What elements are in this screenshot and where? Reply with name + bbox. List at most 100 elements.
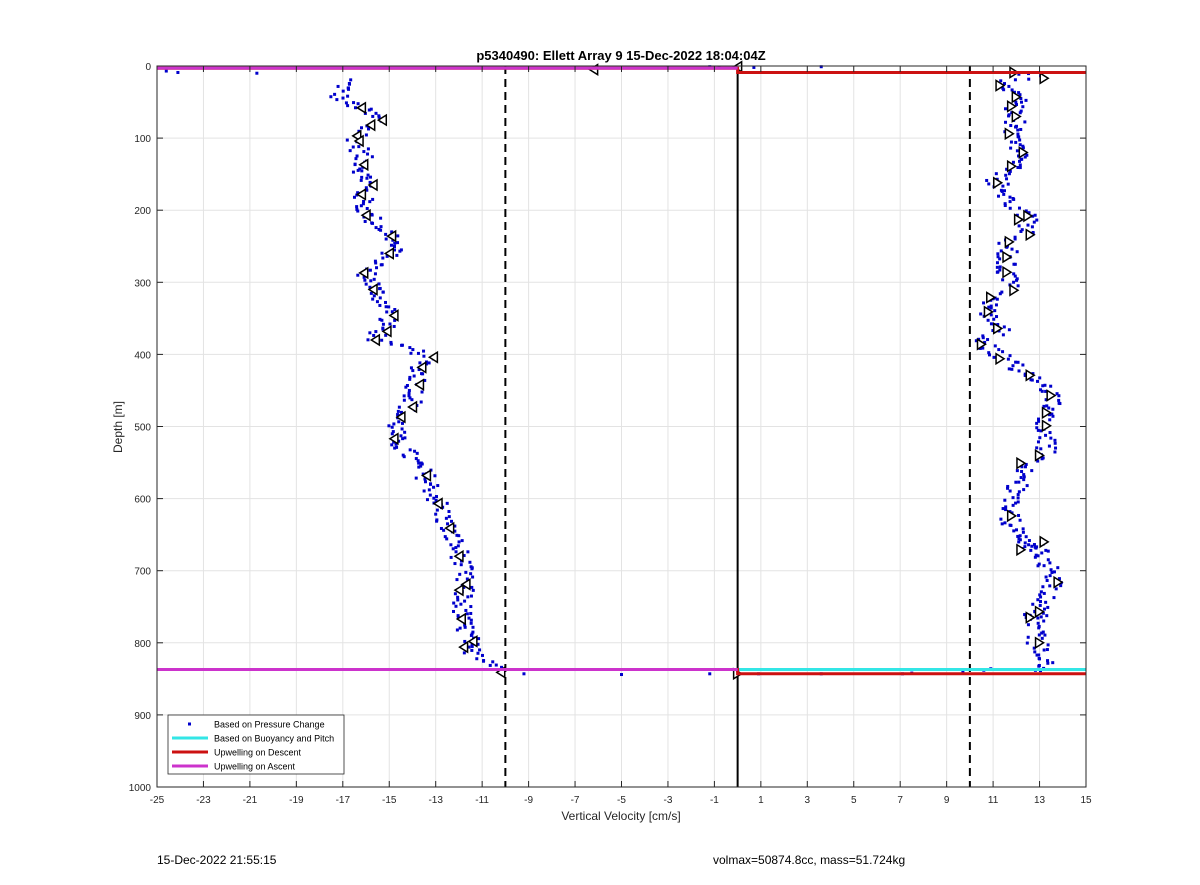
pressure-change-point: [1029, 378, 1033, 382]
pressure-change-point: [998, 292, 1002, 296]
pressure-change-point: [1017, 480, 1021, 484]
x-tick-label: -7: [571, 795, 580, 806]
pressure-change-point: [1032, 220, 1036, 224]
pressure-change-point: [1010, 367, 1014, 371]
ascent-triangle-marker: [1002, 250, 1013, 264]
pressure-change-point: [1046, 659, 1050, 663]
pressure-change-point: [522, 672, 526, 676]
pressure-change-point: [989, 306, 993, 310]
pressure-change-point: [1038, 593, 1042, 597]
pressure-change-point: [1001, 184, 1005, 188]
pressure-change-point: [397, 405, 401, 409]
pressure-change-point: [422, 349, 426, 353]
pressure-change-point: [408, 346, 412, 350]
pressure-change-point: [396, 234, 400, 238]
pressure-change-point: [411, 348, 415, 352]
pressure-change-point: [1047, 444, 1051, 448]
pressure-change-point: [993, 309, 997, 313]
pressure-change-point: [1006, 486, 1010, 490]
pressure-change-point: [1017, 369, 1021, 373]
pressure-change-point: [1048, 574, 1052, 578]
ascent-triangle-marker: [1018, 146, 1029, 159]
pressure-change-point: [414, 476, 418, 480]
pressure-change-point: [1016, 135, 1020, 139]
pressure-change-point: [1001, 278, 1005, 282]
pressure-change-point: [372, 277, 376, 281]
pressure-change-point: [384, 300, 388, 304]
pressure-change-point: [1057, 577, 1061, 581]
pressure-change-point: [482, 659, 486, 663]
pressure-change-point: [380, 318, 384, 322]
ascent-triangle-marker: [1034, 605, 1045, 619]
pressure-change-point: [1004, 505, 1008, 509]
pressure-change-point: [1015, 469, 1019, 473]
ascent-triangle-marker: [1039, 71, 1050, 85]
pressure-change-point: [995, 315, 999, 319]
pressure-change-point: [444, 516, 448, 520]
x-tick-label: 7: [897, 795, 903, 806]
pressure-change-point: [371, 297, 375, 301]
pressure-change-point: [374, 330, 378, 334]
ascent-triangle-marker: [1004, 235, 1015, 249]
pressure-change-point: [387, 424, 391, 428]
pressure-change-point: [989, 304, 993, 308]
x-tick-label: -15: [382, 795, 397, 806]
pressure-change-point: [1021, 146, 1025, 150]
pressure-change-point: [377, 227, 381, 231]
pressure-change-point: [459, 563, 463, 567]
pressure-change-point: [1023, 613, 1027, 617]
volmax-mass-footer: volmax=50874.8cc, mass=51.724kg: [713, 853, 906, 867]
x-tick-label: 15: [1080, 795, 1092, 806]
pressure-change-point: [434, 495, 438, 499]
pressure-change-point: [1016, 360, 1020, 364]
pressure-change-point: [360, 169, 364, 173]
pressure-change-point: [1016, 534, 1020, 538]
pressure-change-point: [1011, 503, 1015, 507]
pressure-change-point: [390, 432, 394, 436]
descent-triangle-marker: [355, 187, 367, 201]
pressure-change-point: [388, 322, 392, 326]
pressure-change-point: [396, 409, 400, 413]
pressure-change-point: [1026, 635, 1030, 639]
pressure-change-point: [1040, 636, 1044, 640]
pressure-change-point: [399, 434, 403, 438]
y-tick-label: 800: [134, 639, 151, 650]
pressure-change-point: [1001, 507, 1005, 511]
pressure-change-point: [421, 372, 425, 376]
pressure-change-point: [369, 279, 373, 283]
pressure-change-point: [1044, 433, 1048, 437]
ascent-triangle-marker: [1025, 228, 1036, 242]
pressure-change-point: [1019, 127, 1023, 131]
pressure-change-point: [1057, 394, 1061, 398]
pressure-change-point: [358, 167, 362, 171]
pressure-change-point: [1039, 615, 1043, 619]
pressure-change-point: [996, 252, 1000, 256]
pressure-change-point: [375, 300, 379, 304]
pressure-change-point: [1037, 633, 1041, 637]
descent-triangle-marker: [414, 378, 425, 392]
pressure-change-point: [462, 554, 466, 558]
x-tick-label: -23: [196, 795, 211, 806]
pressure-change-point: [434, 498, 438, 502]
pressure-change-point: [417, 465, 421, 469]
pressure-change-point: [1008, 195, 1012, 199]
pressure-change-point: [1017, 206, 1021, 210]
pressure-change-point: [1006, 357, 1010, 361]
pressure-change-point: [997, 241, 1001, 245]
pressure-change-point: [1037, 562, 1041, 566]
pressure-change-point: [410, 398, 414, 402]
pressure-change-point: [418, 361, 422, 365]
pressure-change-point: [1035, 379, 1039, 383]
pressure-change-point: [455, 628, 459, 632]
pressure-change-point: [1037, 417, 1041, 421]
grid-lines: [156, 65, 1087, 788]
pressure-change-point: [359, 178, 363, 182]
pressure-change-point: [409, 351, 413, 355]
pressure-change-point: [995, 261, 999, 265]
pressure-change-point: [333, 92, 337, 96]
pressure-change-point: [466, 595, 470, 599]
pressure-change-point: [1019, 109, 1023, 113]
pressure-change-point: [390, 310, 394, 314]
pressure-change-point: [1017, 224, 1021, 228]
pressure-change-point: [1007, 367, 1011, 371]
